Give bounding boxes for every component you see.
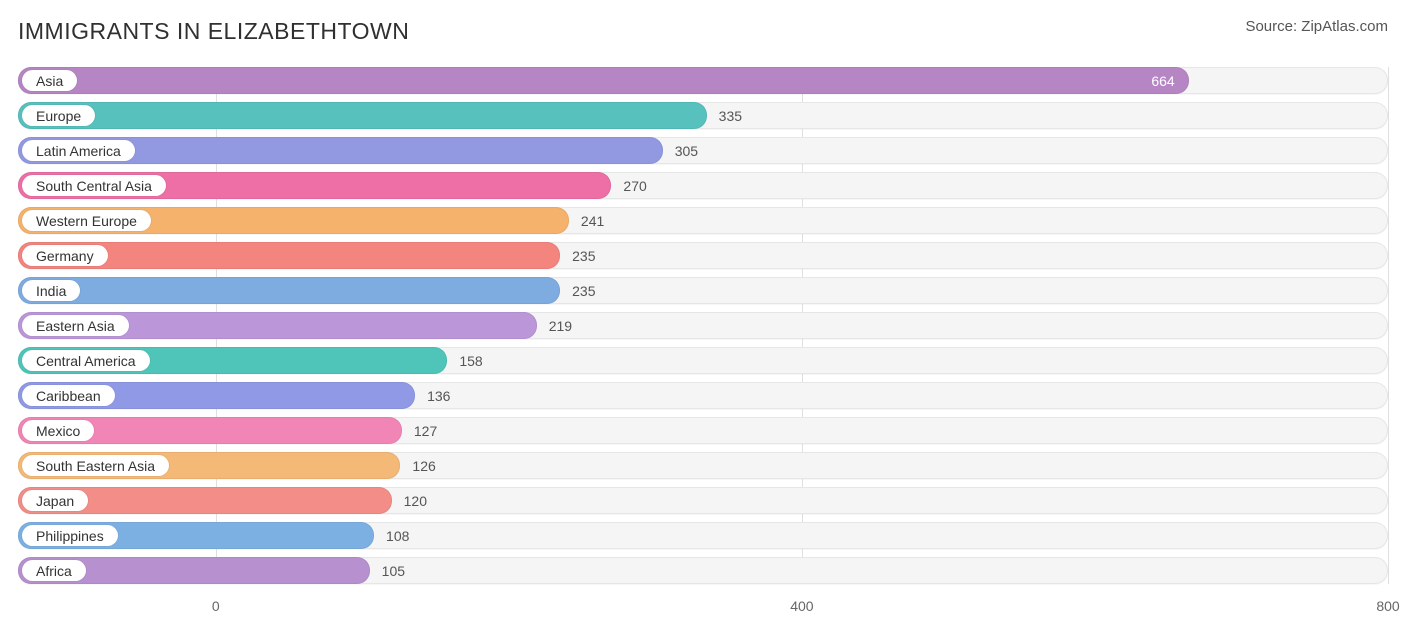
bar-label: Mexico: [22, 420, 94, 441]
bar-value: 126: [412, 458, 435, 474]
x-axis-tick: 400: [790, 598, 813, 614]
bar-label: Philippines: [22, 525, 118, 546]
bar-label: Caribbean: [22, 385, 115, 406]
bar-label: Western Europe: [22, 210, 151, 231]
bar-label: Japan: [22, 490, 88, 511]
bar-value: 158: [459, 353, 482, 369]
bar-value: 270: [623, 178, 646, 194]
bar-row: 127 Mexico: [18, 417, 1388, 444]
chart-header: IMMIGRANTS IN ELIZABETHTOWN Source: ZipA…: [18, 18, 1388, 45]
bar-row: 305 Latin America: [18, 137, 1388, 164]
chart-plot-area: 664Asia335Europe305Latin America270South…: [18, 67, 1388, 584]
chart-x-axis: 0400800: [18, 592, 1388, 622]
bar-value: 105: [382, 563, 405, 579]
bar-row: 235India: [18, 277, 1388, 304]
bar-value: 219: [549, 318, 572, 334]
bar-label: Latin America: [22, 140, 135, 161]
bar-label: Africa: [22, 560, 86, 581]
x-axis-tick: 800: [1376, 598, 1399, 614]
bar-row: 241 Western Europe: [18, 207, 1388, 234]
bar-value: 120: [404, 493, 427, 509]
bar-fill: 335: [18, 102, 707, 129]
bar-row: 108 Philippines: [18, 522, 1388, 549]
bar-row: 664 Asia: [18, 67, 1388, 94]
bar-row: 235 Germany: [18, 242, 1388, 269]
chart-title: IMMIGRANTS IN ELIZABETHTOWN: [18, 18, 409, 45]
bar-value: 108: [386, 528, 409, 544]
bar-value: 335: [719, 108, 742, 124]
bar-row: 335Europe: [18, 102, 1388, 129]
grid-line: [1388, 67, 1389, 584]
bar-label: India: [22, 280, 80, 301]
bar-value: 235: [572, 248, 595, 264]
bar-label: Eastern Asia: [22, 315, 129, 336]
chart-source: Source: ZipAtlas.com: [1245, 18, 1388, 35]
bar-row: 219 Eastern Asia: [18, 312, 1388, 339]
bar-row: 105 Africa: [18, 557, 1388, 584]
bar-row: 270 South Central Asia: [18, 172, 1388, 199]
bar-value: 305: [675, 143, 698, 159]
chart-container: IMMIGRANTS IN ELIZABETHTOWN Source: ZipA…: [0, 0, 1406, 643]
bar-value: 136: [427, 388, 450, 404]
bar-label: South Central Asia: [22, 175, 166, 196]
bar-label: South Eastern Asia: [22, 455, 169, 476]
bar-label: Germany: [22, 245, 108, 266]
bar-row: 126 South Eastern Asia: [18, 452, 1388, 479]
bar-fill: 235: [18, 277, 560, 304]
bar-row: 158 Central America: [18, 347, 1388, 374]
x-axis-tick: 0: [212, 598, 220, 614]
bar-row: 136 Caribbean: [18, 382, 1388, 409]
bar-value: 241: [581, 213, 604, 229]
bar-fill: 664: [18, 67, 1189, 94]
bar-row: 120 Japan: [18, 487, 1388, 514]
bar-label: Central America: [22, 350, 150, 371]
bar-label: Asia: [22, 70, 77, 91]
bar-value: 664: [1151, 73, 1174, 89]
bar-label: Europe: [22, 105, 95, 126]
bar-value: 235: [572, 283, 595, 299]
bar-value: 127: [414, 423, 437, 439]
